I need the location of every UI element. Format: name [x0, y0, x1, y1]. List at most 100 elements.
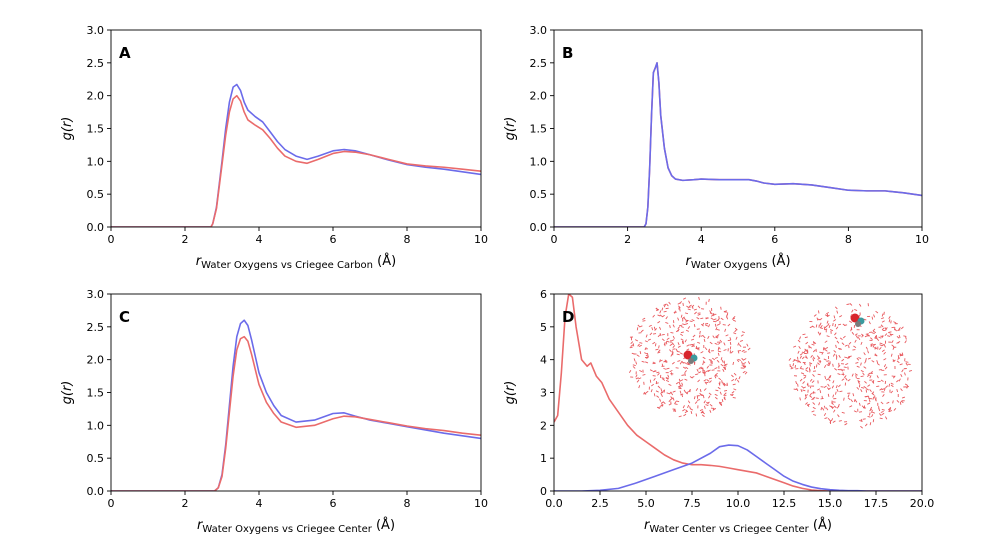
water-molecule [710, 317, 714, 320]
water-molecule [717, 352, 720, 356]
water-molecule [736, 359, 740, 363]
panel-letter: D [562, 308, 574, 326]
water-molecule [821, 407, 825, 411]
water-molecule [838, 384, 841, 388]
x-tick-label: 10 [915, 233, 929, 246]
water-molecule [694, 311, 697, 315]
water-molecule [879, 388, 883, 391]
water-molecule [635, 377, 639, 380]
water-molecule [896, 399, 900, 403]
water-molecule [645, 334, 648, 338]
water-molecule [733, 372, 737, 376]
water-molecule [632, 364, 636, 366]
water-molecule [861, 387, 865, 389]
water-molecule [698, 366, 702, 370]
water-molecule [677, 360, 681, 362]
water-molecule [714, 356, 718, 359]
water-molecule [660, 393, 663, 397]
water-molecule [692, 334, 696, 338]
water-molecule [637, 343, 640, 347]
water-molecule [681, 340, 684, 344]
water-molecule [685, 366, 689, 370]
water-molecule [731, 378, 735, 382]
water-molecule [686, 363, 690, 366]
water-molecule [637, 324, 641, 328]
water-molecule [883, 358, 887, 361]
water-molecule [697, 313, 701, 316]
water-molecule [714, 375, 717, 379]
water-molecule [881, 335, 884, 339]
water-molecule [684, 378, 688, 381]
oxygen-atom [683, 350, 693, 360]
water-molecule [682, 405, 685, 409]
water-molecule [681, 382, 684, 386]
water-molecule [731, 390, 735, 394]
water-molecule [709, 312, 713, 315]
water-molecule [688, 304, 692, 307]
water-molecule [888, 331, 892, 333]
water-molecule [732, 319, 737, 322]
water-molecule [691, 338, 695, 341]
y-tick-label: 5 [540, 321, 547, 334]
water-molecule [871, 360, 875, 363]
water-molecule [874, 347, 878, 350]
water-molecule [721, 382, 726, 384]
water-molecule [858, 303, 862, 307]
water-molecule [730, 393, 734, 396]
water-molecule [661, 363, 664, 367]
water-molecule [682, 366, 686, 369]
y-tick-label: 1.0 [530, 155, 548, 168]
water-molecule [856, 386, 860, 390]
water-molecule [812, 402, 816, 405]
water-molecule [702, 335, 706, 339]
y-tick-label: 2.0 [530, 90, 548, 103]
water-molecule [705, 381, 709, 384]
water-molecule [702, 356, 706, 360]
water-molecule [802, 381, 806, 384]
water-molecule [686, 344, 690, 347]
water-molecule [707, 369, 711, 372]
water-molecule [708, 392, 712, 396]
x-label-subscript: Water Oxygens vs Criegee Center [202, 524, 372, 535]
water-molecule [709, 403, 713, 407]
water-molecule [708, 324, 711, 328]
water-molecule [683, 317, 687, 321]
water-molecule [635, 361, 638, 365]
water-molecule [812, 406, 816, 410]
water-molecule [806, 350, 809, 354]
water-molecule [729, 337, 732, 341]
water-molecule [712, 335, 715, 339]
water-molecule [645, 361, 649, 364]
water-molecule [833, 315, 836, 319]
water-molecule [686, 391, 689, 395]
snapshot-surface-inset [788, 303, 913, 429]
water-molecule [704, 405, 706, 409]
water-molecule [671, 352, 674, 356]
water-molecule [703, 388, 707, 391]
water-molecule [842, 335, 846, 339]
water-molecule [812, 358, 815, 362]
water-molecule [896, 389, 899, 393]
x-label-subscript: Water Oxygens vs Criegee Carbon [201, 260, 373, 271]
water-molecule [812, 396, 816, 400]
water-molecule [725, 334, 729, 337]
x-tick-label: 2 [624, 233, 631, 246]
water-molecule [881, 327, 885, 331]
water-molecule [800, 388, 803, 393]
water-molecule [654, 328, 658, 331]
water-molecule [660, 388, 663, 392]
water-molecule [697, 341, 701, 344]
water-molecule [733, 388, 737, 391]
water-molecule [861, 334, 864, 338]
water-molecule [682, 409, 686, 412]
water-molecule [644, 352, 648, 355]
water-molecule [841, 358, 845, 362]
water-molecule [714, 367, 718, 370]
y-axis-label: g(r) [503, 381, 518, 405]
water-molecule [854, 333, 858, 336]
water-molecule [873, 314, 876, 318]
water-molecule [811, 325, 815, 328]
water-molecule [807, 403, 810, 408]
water-molecule [737, 350, 740, 354]
water-molecule [847, 397, 851, 401]
